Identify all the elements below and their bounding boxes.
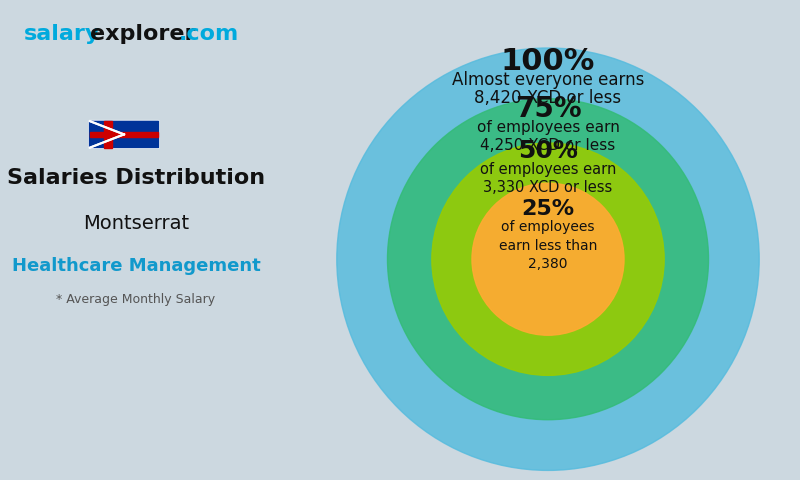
Text: 3,330 XCD or less: 3,330 XCD or less bbox=[483, 180, 613, 195]
Text: 75%: 75% bbox=[514, 95, 582, 123]
Ellipse shape bbox=[472, 183, 624, 335]
Text: Salaries Distribution: Salaries Distribution bbox=[7, 168, 265, 188]
Bar bbox=[90, 132, 158, 136]
Text: of employees earn: of employees earn bbox=[477, 120, 619, 134]
Bar bbox=[104, 121, 112, 148]
Text: Healthcare Management: Healthcare Management bbox=[12, 257, 260, 276]
Text: of employees earn: of employees earn bbox=[480, 162, 616, 177]
Text: Montserrat: Montserrat bbox=[83, 214, 189, 233]
Text: earn less than: earn less than bbox=[499, 239, 597, 252]
Text: of employees: of employees bbox=[502, 220, 594, 234]
Text: 4,250 XCD or less: 4,250 XCD or less bbox=[480, 138, 616, 153]
Text: * Average Monthly Salary: * Average Monthly Salary bbox=[57, 293, 215, 307]
Text: Almost everyone earns: Almost everyone earns bbox=[452, 71, 644, 89]
Text: 50%: 50% bbox=[518, 139, 578, 163]
Ellipse shape bbox=[387, 99, 709, 420]
Text: 2,380: 2,380 bbox=[528, 257, 568, 271]
FancyBboxPatch shape bbox=[88, 120, 160, 149]
Text: 25%: 25% bbox=[522, 199, 574, 219]
Text: explorer: explorer bbox=[90, 24, 195, 44]
Text: salary: salary bbox=[24, 24, 100, 44]
Text: .com: .com bbox=[179, 24, 239, 44]
Ellipse shape bbox=[337, 48, 759, 470]
Ellipse shape bbox=[432, 143, 664, 375]
Text: 8,420 XCD or less: 8,420 XCD or less bbox=[474, 89, 622, 107]
Text: 100%: 100% bbox=[501, 47, 595, 76]
